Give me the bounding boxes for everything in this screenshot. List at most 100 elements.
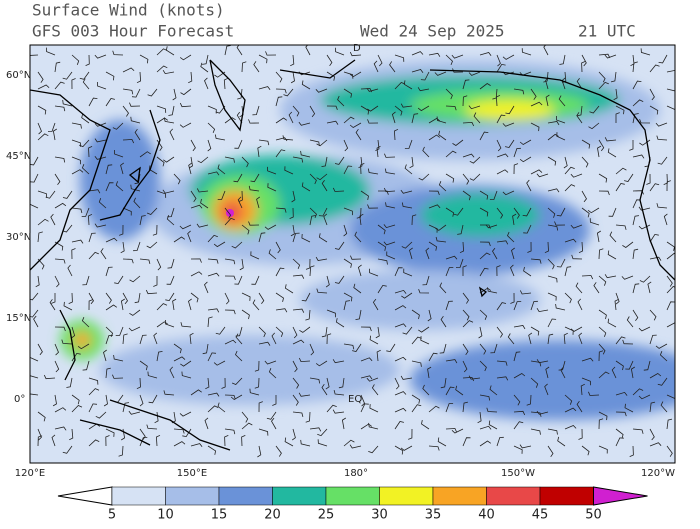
colorbar-label: 5 — [108, 508, 116, 523]
wind-barb — [657, 377, 668, 386]
wind-barb — [51, 434, 56, 447]
wind-barb — [112, 374, 124, 379]
wind-barb — [555, 303, 566, 311]
wind-barb — [343, 343, 355, 350]
wind-barb — [559, 54, 566, 65]
wind-barb — [377, 241, 387, 251]
wind-barb — [445, 255, 458, 260]
wind-barb — [632, 283, 640, 294]
wind-barb — [81, 316, 90, 328]
wind-barb — [394, 105, 403, 116]
wind-barb — [513, 207, 520, 219]
wind-barb — [369, 268, 379, 277]
colorbar-swatch — [218, 486, 273, 506]
wind-barb — [241, 224, 250, 235]
wind-barb — [513, 410, 526, 416]
wind-barb — [489, 385, 498, 396]
wind-barb — [530, 377, 539, 388]
wind-barb — [615, 112, 620, 123]
wind-barb — [435, 236, 447, 243]
wind-barb — [610, 71, 617, 83]
wind-barb — [321, 326, 328, 338]
wind-barb — [578, 332, 583, 345]
wind-barb — [300, 439, 311, 447]
wind-barb — [180, 88, 192, 96]
wind-barb — [317, 428, 328, 437]
wind-barb — [558, 95, 566, 107]
wind-barb — [309, 105, 316, 118]
wind-barb — [224, 258, 236, 265]
wind-barb — [105, 367, 111, 379]
wind-barb — [334, 241, 345, 250]
wind-barb — [367, 204, 379, 209]
wind-barb — [136, 71, 142, 84]
wind-barb — [502, 122, 515, 127]
colorbar-swatch — [432, 486, 487, 506]
wind-barb — [162, 189, 175, 194]
wind-barb — [530, 122, 540, 132]
wind-barb — [367, 105, 379, 112]
wind-barb — [190, 258, 202, 263]
wind-barb — [309, 343, 315, 356]
colorbar-swatch — [325, 486, 380, 506]
wind-barb — [556, 207, 566, 217]
wind-barb — [496, 153, 509, 158]
wind-barb — [82, 78, 90, 90]
colorbar-swatch — [272, 486, 327, 506]
wind-barb — [298, 392, 311, 397]
wind-barb — [343, 439, 355, 447]
wind-barb — [657, 156, 668, 165]
wind-barb — [258, 292, 265, 305]
wind-barb — [522, 207, 532, 217]
lon-label: 180° — [344, 468, 368, 479]
wind-barb — [54, 173, 61, 186]
wind-barb — [609, 231, 617, 243]
wind-barb — [333, 390, 345, 396]
wind-barb — [166, 275, 175, 285]
wind-barb — [88, 299, 93, 311]
wind-barb — [564, 238, 577, 243]
wind-barb — [597, 145, 602, 158]
wind-barb — [479, 425, 492, 430]
wind-barb — [334, 275, 345, 284]
wind-barb — [383, 187, 396, 193]
wind-barb — [544, 383, 549, 396]
wind-barb — [122, 207, 132, 216]
wind-barb — [204, 417, 209, 430]
wind-barb — [305, 258, 311, 270]
wind-barb — [384, 153, 396, 158]
wind-barb — [82, 275, 90, 286]
wind-barb — [250, 173, 260, 183]
wind-barb — [400, 189, 413, 194]
wind-barb — [148, 165, 158, 175]
wind-barb — [479, 131, 489, 141]
wind-barb — [598, 343, 606, 355]
wind-barb — [179, 102, 192, 108]
wind-barb — [547, 318, 557, 328]
wind-barb — [207, 316, 213, 328]
wind-barb — [445, 105, 457, 111]
wind-barb — [350, 255, 362, 260]
wind-barb — [47, 122, 56, 132]
wind-barb — [604, 54, 617, 59]
wind-barb — [62, 99, 73, 107]
wind-barb — [71, 78, 76, 90]
wind-barb — [639, 119, 651, 124]
wind-barb — [153, 332, 158, 345]
wind-barb — [409, 247, 413, 260]
wind-barb — [564, 184, 576, 192]
wind-barb — [394, 421, 404, 430]
wind-barb — [37, 428, 42, 441]
wind-barb — [564, 266, 572, 277]
wind-barb — [54, 343, 59, 356]
wind-barb — [666, 69, 675, 73]
wind-barb — [445, 359, 458, 364]
wind-barb — [496, 114, 506, 124]
wind-barb — [394, 323, 407, 328]
wind-barb — [139, 428, 146, 440]
wind-barb — [103, 349, 107, 362]
wind-barb — [496, 240, 509, 245]
colorbar-label: 15 — [211, 508, 228, 523]
wind-barb — [660, 401, 668, 413]
wind-barb — [325, 275, 330, 288]
